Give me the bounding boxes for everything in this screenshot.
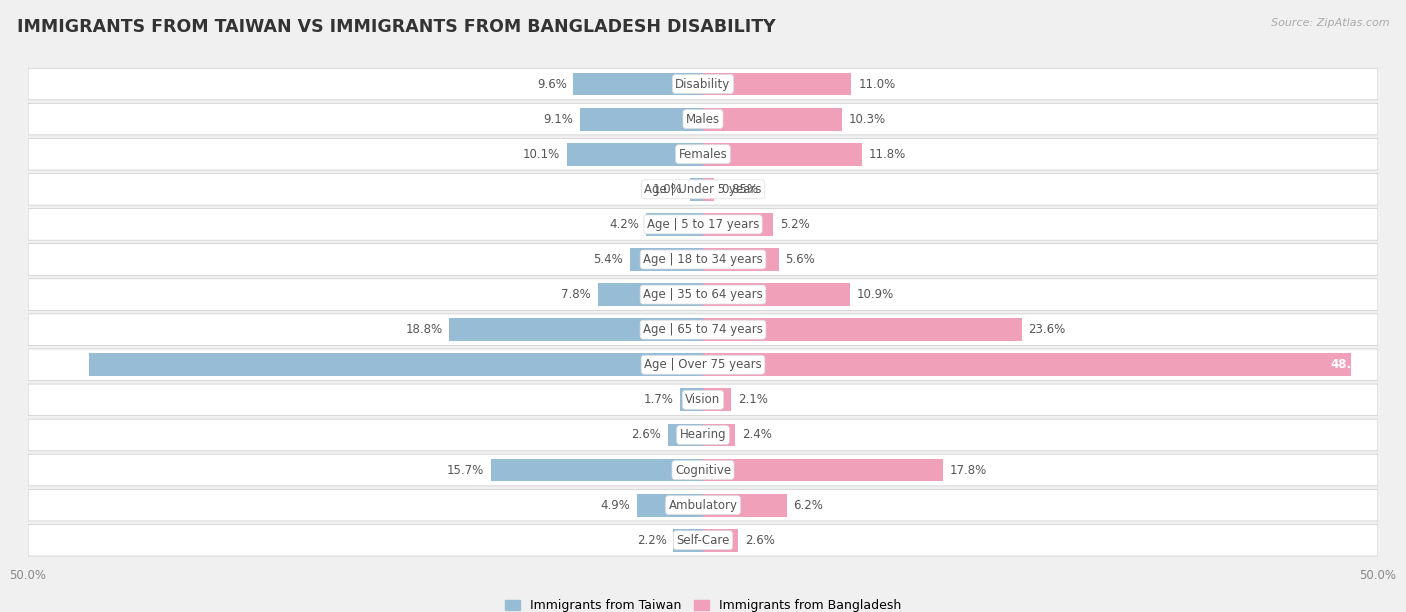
Text: 4.2%: 4.2%: [610, 218, 640, 231]
Text: 17.8%: 17.8%: [950, 463, 987, 477]
Text: 1.7%: 1.7%: [644, 394, 673, 406]
Bar: [450, 318, 703, 341]
FancyBboxPatch shape: [28, 209, 1378, 240]
FancyBboxPatch shape: [28, 524, 1378, 556]
FancyBboxPatch shape: [28, 68, 1378, 100]
FancyBboxPatch shape: [28, 349, 1378, 381]
FancyBboxPatch shape: [28, 103, 1378, 135]
Bar: [491, 458, 703, 482]
Text: 2.4%: 2.4%: [742, 428, 772, 441]
Bar: [703, 178, 714, 201]
Bar: [581, 108, 703, 130]
Text: 18.8%: 18.8%: [405, 323, 443, 336]
Text: Hearing: Hearing: [679, 428, 727, 441]
Bar: [681, 389, 703, 411]
Text: 11.0%: 11.0%: [858, 78, 896, 91]
Bar: [668, 424, 703, 446]
Text: 23.6%: 23.6%: [1028, 323, 1066, 336]
Bar: [574, 73, 703, 95]
Text: Age | 5 to 17 years: Age | 5 to 17 years: [647, 218, 759, 231]
Bar: [689, 178, 703, 201]
Bar: [703, 213, 773, 236]
Bar: [703, 424, 735, 446]
Text: 1.0%: 1.0%: [652, 183, 683, 196]
Text: 15.7%: 15.7%: [447, 463, 484, 477]
Text: Age | 65 to 74 years: Age | 65 to 74 years: [643, 323, 763, 336]
Bar: [673, 529, 703, 551]
FancyBboxPatch shape: [28, 419, 1378, 451]
FancyBboxPatch shape: [28, 384, 1378, 416]
Text: 2.6%: 2.6%: [745, 534, 775, 547]
Bar: [703, 283, 851, 306]
Text: IMMIGRANTS FROM TAIWAN VS IMMIGRANTS FROM BANGLADESH DISABILITY: IMMIGRANTS FROM TAIWAN VS IMMIGRANTS FRO…: [17, 18, 776, 36]
Text: 10.3%: 10.3%: [849, 113, 886, 125]
Text: 5.6%: 5.6%: [786, 253, 815, 266]
Legend: Immigrants from Taiwan, Immigrants from Bangladesh: Immigrants from Taiwan, Immigrants from …: [501, 594, 905, 612]
Bar: [647, 213, 703, 236]
Bar: [703, 248, 779, 271]
Text: 7.8%: 7.8%: [561, 288, 591, 301]
Bar: [703, 458, 943, 482]
Text: Age | 18 to 34 years: Age | 18 to 34 years: [643, 253, 763, 266]
Text: 6.2%: 6.2%: [793, 499, 824, 512]
Text: Disability: Disability: [675, 78, 731, 91]
Bar: [89, 353, 703, 376]
Text: 2.1%: 2.1%: [738, 394, 768, 406]
Text: Self-Care: Self-Care: [676, 534, 730, 547]
Bar: [703, 353, 1351, 376]
Bar: [703, 73, 852, 95]
Bar: [703, 143, 862, 166]
FancyBboxPatch shape: [28, 279, 1378, 310]
Bar: [637, 494, 703, 517]
FancyBboxPatch shape: [28, 138, 1378, 170]
Text: 5.2%: 5.2%: [780, 218, 810, 231]
Text: 9.1%: 9.1%: [544, 113, 574, 125]
Bar: [703, 494, 787, 517]
Text: Vision: Vision: [685, 394, 721, 406]
Text: Age | 35 to 64 years: Age | 35 to 64 years: [643, 288, 763, 301]
FancyBboxPatch shape: [28, 244, 1378, 275]
Text: 48.0%: 48.0%: [1330, 358, 1371, 371]
Text: Females: Females: [679, 147, 727, 161]
Bar: [703, 108, 842, 130]
Text: 10.9%: 10.9%: [856, 288, 894, 301]
Text: Age | Over 75 years: Age | Over 75 years: [644, 358, 762, 371]
Bar: [703, 389, 731, 411]
FancyBboxPatch shape: [28, 173, 1378, 205]
Text: 5.4%: 5.4%: [593, 253, 623, 266]
Text: 45.5%: 45.5%: [35, 358, 76, 371]
Bar: [567, 143, 703, 166]
Text: 9.6%: 9.6%: [537, 78, 567, 91]
Text: Ambulatory: Ambulatory: [668, 499, 738, 512]
Text: 11.8%: 11.8%: [869, 147, 907, 161]
Bar: [630, 248, 703, 271]
Text: 0.85%: 0.85%: [721, 183, 758, 196]
Bar: [703, 529, 738, 551]
Text: 4.9%: 4.9%: [600, 499, 630, 512]
FancyBboxPatch shape: [28, 314, 1378, 345]
Text: 2.2%: 2.2%: [637, 534, 666, 547]
Text: 2.6%: 2.6%: [631, 428, 661, 441]
Text: Cognitive: Cognitive: [675, 463, 731, 477]
Text: Males: Males: [686, 113, 720, 125]
Bar: [703, 318, 1022, 341]
FancyBboxPatch shape: [28, 490, 1378, 521]
Bar: [598, 283, 703, 306]
Text: Age | Under 5 years: Age | Under 5 years: [644, 183, 762, 196]
FancyBboxPatch shape: [28, 454, 1378, 486]
Text: 10.1%: 10.1%: [523, 147, 560, 161]
Text: Source: ZipAtlas.com: Source: ZipAtlas.com: [1271, 18, 1389, 28]
